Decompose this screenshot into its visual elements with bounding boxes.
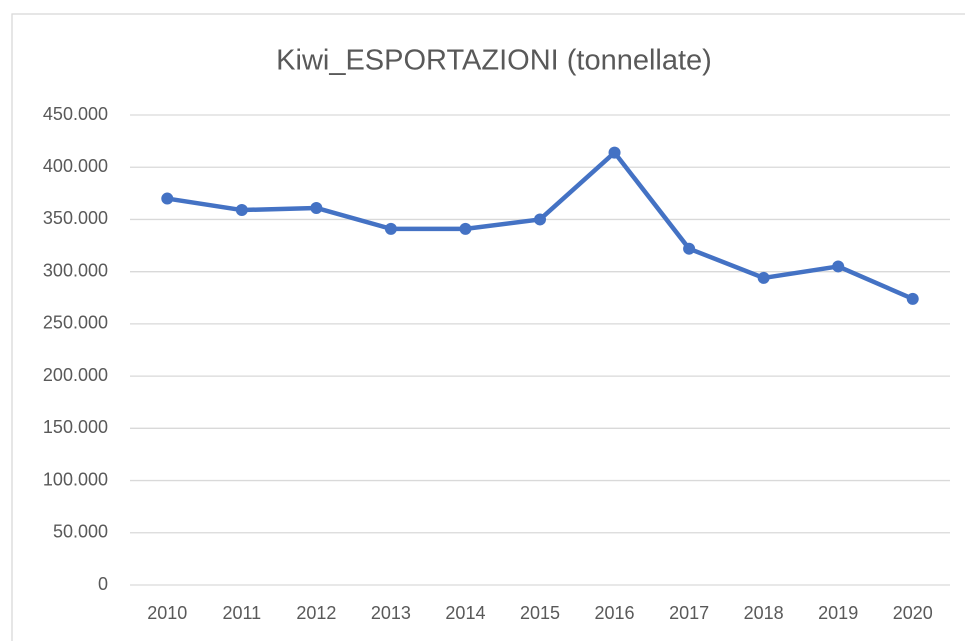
x-tick-label: 2017: [669, 603, 709, 623]
y-tick-label: 400.000: [43, 156, 108, 176]
y-tick-label: 200.000: [43, 365, 108, 385]
data-point: [235, 204, 248, 217]
x-tick-label: 2011: [222, 603, 261, 623]
y-tick-label: 450.000: [43, 104, 108, 124]
y-tick-label: 50.000: [53, 522, 108, 542]
data-point: [459, 222, 472, 235]
chart-border: [11, 13, 965, 641]
y-tick-label: 150.000: [43, 417, 108, 437]
data-point: [906, 292, 919, 305]
x-tick-label: 2010: [147, 603, 187, 623]
data-point: [534, 213, 546, 226]
x-tick-label: 2016: [595, 603, 635, 623]
x-tick-label: 2019: [818, 603, 858, 623]
y-tick-label: 350.000: [43, 208, 108, 228]
data-point: [384, 222, 397, 235]
y-tick-label: 300.000: [43, 260, 108, 280]
x-tick-label: 2012: [296, 603, 336, 623]
x-tick-label: 2014: [445, 603, 485, 623]
chart-title: Kiwi_ESPORTAZIONI (tonnellate): [276, 45, 712, 77]
y-tick-label: 0: [98, 574, 108, 594]
data-point: [310, 201, 323, 214]
x-tick-label: 2013: [371, 603, 411, 623]
data-point: [161, 192, 174, 205]
x-tick-label: 2018: [744, 603, 784, 623]
y-tick-label: 100.000: [43, 469, 108, 489]
x-tick-label: 2015: [520, 603, 560, 623]
x-tick-label: 2020: [893, 603, 933, 623]
data-point: [683, 242, 696, 255]
data-point: [757, 271, 770, 284]
data-point: [608, 146, 621, 159]
y-tick-label: 250.000: [43, 313, 108, 333]
data-point: [832, 260, 845, 273]
